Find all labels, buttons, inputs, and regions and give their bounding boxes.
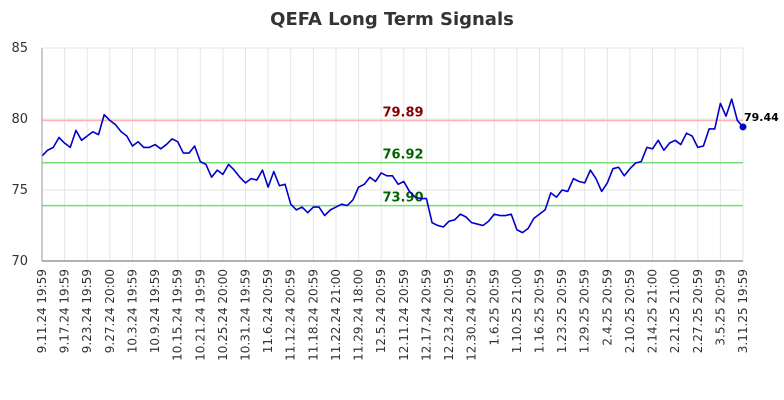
x-tick-label: 12.23.24 20:59 xyxy=(442,269,456,361)
y-tick-label: 80 xyxy=(11,112,28,127)
x-tick-label: 1.6.25 20:59 xyxy=(487,269,501,346)
x-tick-label: 12.30.24 20:59 xyxy=(465,269,479,361)
x-tick-label: 1.29.25 20:59 xyxy=(578,269,592,353)
x-tick-label: 2.4.25 20:59 xyxy=(600,269,614,346)
x-tick-label: 10.3.24 19:59 xyxy=(125,269,139,353)
axis-layer: 70 75 80 85 9.11.24 19:59 9.17.24 19:59 9.23.2… xyxy=(11,41,750,361)
x-tick-label: 12.17.24 20:59 xyxy=(419,269,433,361)
series-layer: 79.44 xyxy=(41,98,779,234)
y-tick-label: 75 xyxy=(11,183,28,198)
last-value-label: 79.44 xyxy=(744,111,779,124)
price-series-line xyxy=(41,98,744,234)
x-tick-label: 3.11.25 19:59 xyxy=(736,269,750,353)
x-tick-label: 10.25.24 20:00 xyxy=(216,269,230,361)
x-tick-label: 10.15.24 19:59 xyxy=(171,269,185,361)
x-tick-label: 9.27.24 20:00 xyxy=(103,269,117,353)
x-tick-label: 11.12.24 20:59 xyxy=(284,269,298,361)
x-tick-label: 11.6.24 20:59 xyxy=(261,269,275,353)
x-tick-label: 2.27.25 20:59 xyxy=(691,269,705,353)
y-tick-label: 70 xyxy=(11,254,28,269)
x-tick-label: 10.9.24 19:59 xyxy=(148,269,162,353)
x-tick-label: 1.10.25 21:00 xyxy=(510,269,524,353)
x-tick-label: 10.31.24 19:59 xyxy=(239,269,253,361)
x-tick-label: 2.10.25 20:59 xyxy=(623,269,637,353)
x-tick-label: 3.5.25 20:59 xyxy=(713,269,727,346)
grid-layer xyxy=(41,47,744,262)
x-tick-label: 11.22.24 21:00 xyxy=(329,269,343,361)
x-tick-label: 1.23.25 20:59 xyxy=(555,269,569,353)
x-tick-label: 11.18.24 20:59 xyxy=(306,269,320,361)
x-tick-label: 2.21.25 21:00 xyxy=(668,269,682,353)
x-tick-label: 9.23.24 19:59 xyxy=(80,269,94,353)
y-tick-label: 85 xyxy=(11,41,28,56)
x-tick-label: 11.29.24 18:00 xyxy=(352,269,366,361)
signal-line-label: 76.92 xyxy=(382,148,423,163)
x-tick-label: 10.21.24 19:59 xyxy=(193,269,207,361)
x-tick-label: 12.11.24 20:59 xyxy=(397,269,411,361)
signal-line-label: 79.89 xyxy=(382,106,423,121)
x-tick-label: 1.16.25 20:59 xyxy=(532,269,546,353)
x-tick-label: 9.11.24 19:59 xyxy=(35,269,49,353)
x-tick-label: 2.14.25 21:00 xyxy=(646,269,660,353)
x-tick-label: 9.17.24 19:59 xyxy=(58,269,72,353)
x-tick-label: 12.5.24 20:59 xyxy=(374,269,388,353)
last-value-marker xyxy=(739,123,747,131)
chart-title: QEFA Long Term Signals xyxy=(270,9,514,30)
